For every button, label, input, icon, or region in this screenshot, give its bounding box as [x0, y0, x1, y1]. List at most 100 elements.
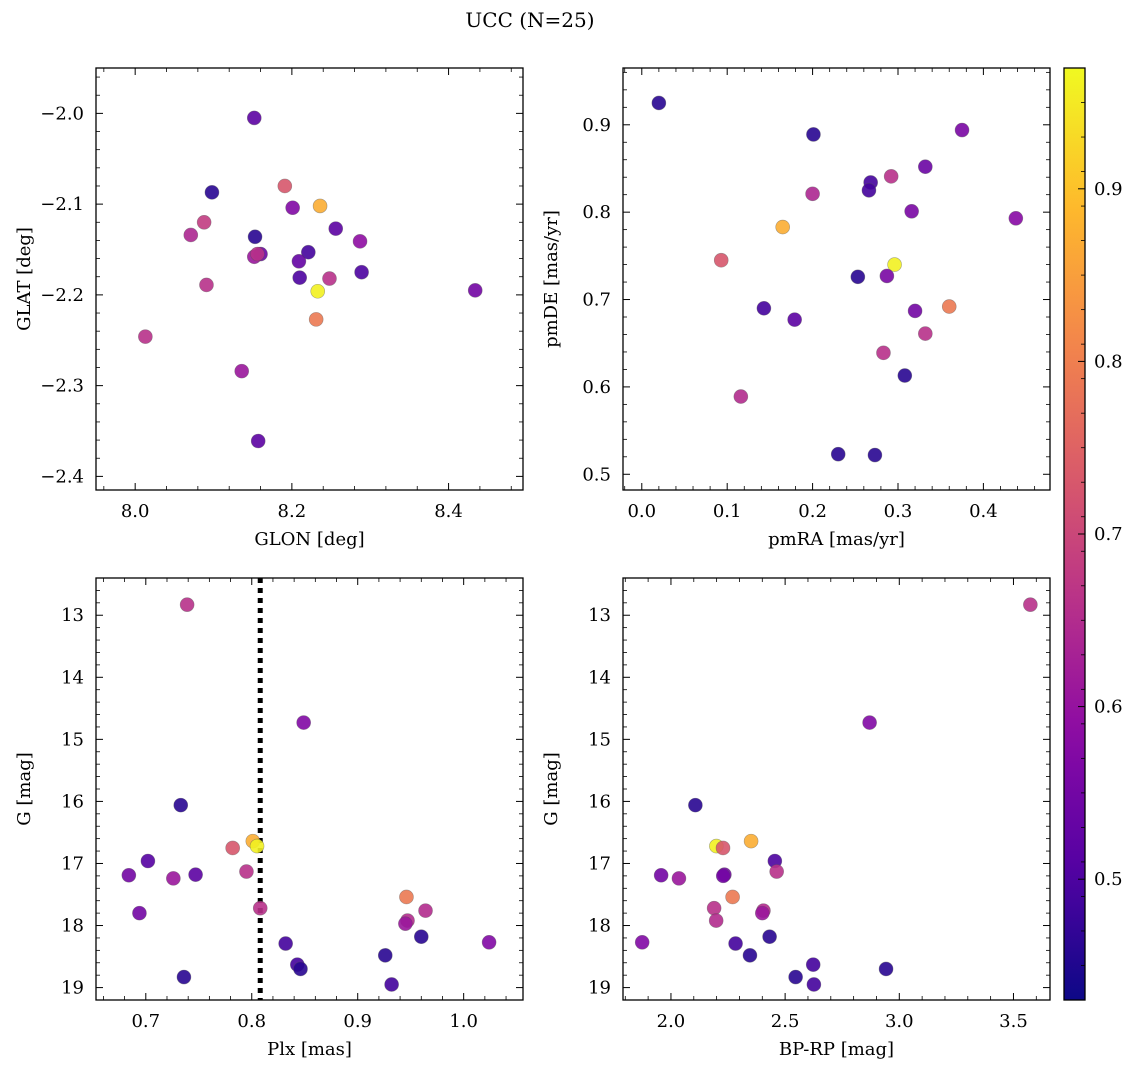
y-tick-label: 13 — [61, 605, 84, 626]
colorbar-tick-label: 0.6 — [1094, 697, 1123, 718]
scatter-point — [377, 948, 393, 963]
y-axis-label: G [mag] — [541, 752, 562, 825]
x-tick-label: 0.3 — [884, 501, 913, 522]
figure-title: UCC (N=25) — [465, 8, 594, 32]
y-axis-label: GLAT [deg] — [14, 227, 35, 331]
scatter-point — [733, 389, 749, 404]
x-tick-label: 8.2 — [278, 501, 307, 522]
scatter-point — [285, 200, 300, 216]
scatter-point — [775, 219, 790, 235]
scatter-point — [176, 969, 192, 985]
scatter-point — [878, 961, 894, 977]
colorbar-tick-label: 0.9 — [1094, 179, 1123, 200]
axes-frame — [622, 67, 1051, 491]
scatter-point — [879, 268, 895, 284]
scatter-point — [756, 300, 772, 316]
scatter-point — [173, 797, 189, 813]
scatter-panel-3: 0.7 0.8 0.9 1.0 13 14 15 16 17 18 19 Plx [mas] G [ma… — [14, 577, 524, 1060]
scatter-point — [188, 867, 203, 882]
scatter-point — [291, 254, 307, 269]
scatter-point — [278, 936, 293, 951]
scatter-point — [322, 271, 337, 286]
scatter-point — [1023, 597, 1038, 612]
scatter-point — [413, 929, 429, 945]
scatter-point — [861, 183, 877, 198]
scatter-point — [312, 198, 328, 214]
x-tick-label: 2.0 — [657, 1011, 686, 1032]
scatter-point — [239, 864, 254, 879]
scatter-panel-4: 2.0 2.5 3.0 3.5 13 14 15 16 17 18 19 BP-RP [mag] G [… — [541, 577, 1051, 1060]
colorbar: 0.5 0.6 0.7 0.8 0.9 — [1063, 67, 1123, 1001]
scatter-point — [918, 326, 933, 341]
y-tick-label: 17 — [61, 853, 84, 874]
x-tick-label: 2.5 — [771, 1011, 800, 1032]
scatter-point — [688, 797, 703, 813]
scatter-point — [762, 929, 777, 945]
scatter-point — [199, 277, 214, 293]
subplots: 8.0 8.2 8.4 −2.0 −2.1 −2.2 −2.3 −2.4 GLON [deg] G… — [14, 67, 1051, 1060]
scatter-point — [904, 203, 919, 219]
scatter-point — [301, 244, 316, 260]
scatter-point — [830, 446, 846, 462]
scatter-point — [805, 186, 820, 202]
scatter-point — [250, 433, 266, 449]
scatter-point — [183, 227, 199, 243]
y-tick-label: 19 — [588, 978, 611, 999]
scatter-point — [418, 903, 433, 918]
scatter-point — [706, 900, 722, 916]
scatter-point — [954, 122, 970, 138]
x-axis-label: pmRA [mas/yr] — [768, 529, 905, 550]
x-tick-label: 8.0 — [121, 501, 150, 522]
y-tick-label: −2.3 — [40, 376, 84, 397]
y-tick-label: 0.6 — [582, 377, 611, 398]
scatter-point — [166, 871, 181, 886]
scatter-point — [196, 214, 212, 230]
scatter-point — [651, 95, 667, 111]
scatter-point — [296, 715, 311, 730]
scatter-point — [481, 934, 497, 950]
scatter-point — [743, 833, 759, 849]
scatter-panel-1: 8.0 8.2 8.4 −2.0 −2.1 −2.2 −2.3 −2.4 GLON [deg] G… — [14, 67, 524, 550]
y-tick-label: −2.4 — [40, 466, 84, 487]
y-axis-label: G [mag] — [14, 752, 35, 825]
scatter-point — [787, 312, 802, 327]
scatter-point — [308, 312, 324, 327]
scatter-point — [354, 264, 369, 280]
colorbar-tick-label: 0.5 — [1094, 869, 1123, 890]
scatter-point — [247, 229, 263, 245]
y-tick-label: −2.1 — [40, 194, 84, 215]
x-axis-label: BP-RP [mag] — [779, 1039, 894, 1060]
colorbar-tick-label: 0.8 — [1094, 351, 1123, 372]
x-tick-label: 0.1 — [713, 501, 742, 522]
y-tick-label: 0.7 — [582, 290, 611, 311]
y-axis-label: pmDE [mas/yr] — [541, 210, 562, 348]
scatter-point — [941, 299, 957, 314]
scatter-point — [918, 159, 933, 175]
y-tick-label: −2.0 — [40, 103, 84, 124]
y-tick-label: 13 — [588, 605, 611, 626]
x-tick-label: 3.0 — [885, 1011, 914, 1032]
y-tick-label: 18 — [588, 916, 611, 937]
x-axis-label: GLON [deg] — [254, 529, 364, 550]
y-tick-label: −2.2 — [40, 285, 84, 306]
scatter-point — [715, 840, 731, 856]
scatter-point — [867, 447, 883, 463]
scatter-point — [897, 368, 913, 383]
axes-frame — [622, 577, 1051, 1001]
x-axis-label: Plx [mas] — [267, 1039, 352, 1060]
scatter-point — [293, 961, 308, 977]
x-tick-label: 0.2 — [798, 501, 827, 522]
scatter-point — [292, 270, 308, 285]
scatter-point — [249, 838, 265, 854]
scatter-point — [806, 977, 822, 992]
x-tick-label: 0.7 — [131, 1011, 160, 1032]
scatter-point — [887, 257, 902, 272]
x-tick-label: 0.9 — [343, 1011, 372, 1032]
scatter-point — [715, 868, 731, 884]
scatter-point — [398, 916, 413, 931]
x-tick-label: 0.8 — [237, 1011, 266, 1032]
x-tick-label: 1.0 — [449, 1011, 478, 1032]
axes-frame — [95, 67, 524, 491]
scatter-point — [121, 867, 137, 883]
